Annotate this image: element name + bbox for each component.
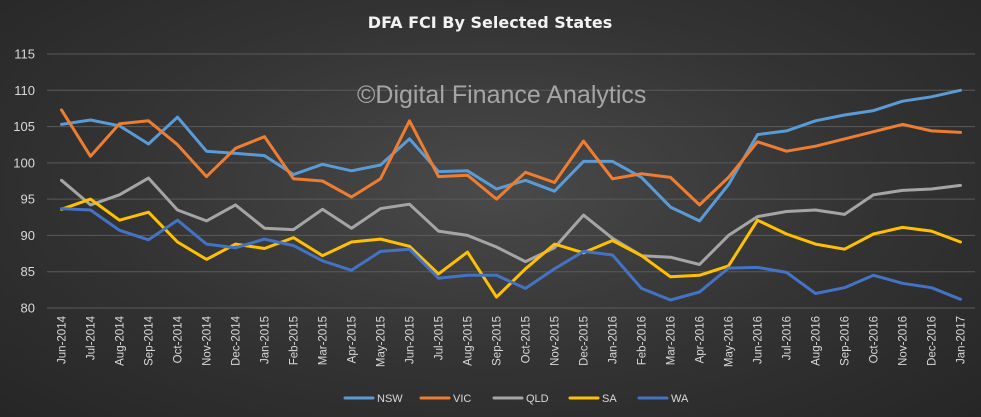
x-tick-label: Mar-2015 <box>318 316 330 365</box>
legend: NSW VIC QLD SA WA <box>343 393 689 405</box>
x-tick-label: Jul-2016 <box>782 316 794 360</box>
y-tick-label: 85 <box>21 264 35 279</box>
legend-label-sa: SA <box>602 393 617 405</box>
x-tick-label: Dec-2015 <box>579 316 591 366</box>
legend-label-vic: VIC <box>453 393 471 405</box>
y-tick-label: 115 <box>14 47 35 62</box>
x-tick-label: Jul-2014 <box>86 315 98 360</box>
x-tick-label: Aug-2016 <box>811 316 823 366</box>
x-tick-label: Jul-2015 <box>434 316 446 360</box>
x-tick-label: Nov-2014 <box>202 315 214 365</box>
x-tick-label: Jun-2014 <box>57 315 69 364</box>
legend-label-wa: WA <box>671 393 689 405</box>
x-tick-label: Oct-2015 <box>521 316 533 363</box>
series-line-nsw <box>60 88 962 223</box>
series-layer <box>60 88 962 302</box>
legend-label-nsw: NSW <box>377 393 403 405</box>
x-tick-label: Jun-2015 <box>405 316 417 364</box>
grid-layer <box>47 53 975 309</box>
x-tick-label: Feb-2015 <box>289 316 301 365</box>
x-tick-label: Feb-2016 <box>637 316 649 365</box>
y-tick-label: 105 <box>13 119 35 134</box>
chart-title: DFA FCI By Selected States <box>368 13 612 32</box>
x-axis: Jun-2014 Jul-2014 Aug-2014 Sep-2014 Oct-2014… <box>57 315 968 367</box>
y-tick-label: 110 <box>14 83 35 98</box>
y-tick-label: 100 <box>13 155 35 170</box>
x-tick-label: Jan-2015 <box>260 316 272 364</box>
x-tick-label: Mar-2016 <box>666 316 678 365</box>
x-tick-label: Jan-2016 <box>608 316 620 364</box>
x-tick-label: Apr-2016 <box>695 316 707 363</box>
y-tick-label: 80 <box>21 301 35 316</box>
y-axis: 80 85 90 95 100 105 110 115 <box>13 47 35 316</box>
series-line-qld <box>60 176 962 266</box>
x-tick-label: Apr-2015 <box>347 316 359 363</box>
x-tick-label: Sep-2016 <box>840 316 852 366</box>
x-tick-label: Aug-2014 <box>115 315 127 365</box>
x-tick-label: Nov-2015 <box>550 316 562 366</box>
x-tick-label: Dec-2014 <box>231 315 243 365</box>
x-tick-label: Oct-2016 <box>869 316 881 363</box>
legend-label-qld: QLD <box>526 393 549 405</box>
x-tick-label: May-2016 <box>724 316 736 367</box>
x-tick-label: Jan-2017 <box>956 316 968 364</box>
watermark: ©Digital Finance Analytics <box>357 81 646 109</box>
y-tick-label: 90 <box>21 228 35 243</box>
series-line-wa <box>60 207 962 302</box>
x-tick-label: Jun-2016 <box>753 316 765 364</box>
x-tick-label: Dec-2016 <box>927 316 939 366</box>
x-tick-label: Nov-2016 <box>898 316 910 366</box>
x-tick-label: May-2015 <box>376 316 388 367</box>
series-line-vic <box>60 108 962 207</box>
y-tick-label: 95 <box>21 192 35 207</box>
x-tick-label: Oct-2014 <box>173 315 185 363</box>
x-tick-label: Aug-2015 <box>463 316 475 366</box>
x-tick-label: Sep-2014 <box>144 315 156 365</box>
x-tick-label: Sep-2015 <box>492 316 504 366</box>
